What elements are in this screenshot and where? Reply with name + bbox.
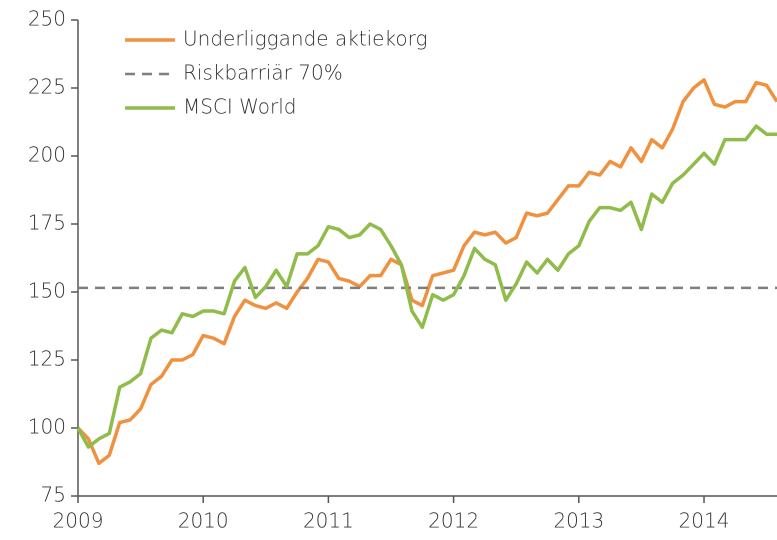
y-tick-label: 100 bbox=[28, 415, 66, 439]
y-tick-label: 150 bbox=[28, 279, 66, 303]
y-tick-label: 250 bbox=[28, 7, 66, 31]
legend-label: MSCI World bbox=[183, 95, 297, 119]
legend-label: Riskbarriär 70% bbox=[183, 61, 343, 85]
x-tick-label: 2013 bbox=[553, 509, 604, 533]
series-line bbox=[76, 78, 777, 466]
y-tick-label: 175 bbox=[28, 211, 66, 235]
x-tick-label: 2014 bbox=[679, 509, 730, 533]
y-tick-label: 125 bbox=[28, 347, 66, 371]
y-tick-label: 200 bbox=[28, 143, 66, 167]
x-tick-label: 2009 bbox=[53, 509, 104, 533]
x-tick-label: 2011 bbox=[303, 509, 354, 533]
y-tick-label: 225 bbox=[28, 75, 66, 99]
x-tick-label: 2010 bbox=[178, 509, 229, 533]
series-line bbox=[76, 124, 777, 449]
legend-label: Underliggande aktiekorg bbox=[183, 27, 427, 51]
x-tick-label: 2012 bbox=[428, 509, 479, 533]
y-tick-label: 75 bbox=[41, 483, 66, 507]
